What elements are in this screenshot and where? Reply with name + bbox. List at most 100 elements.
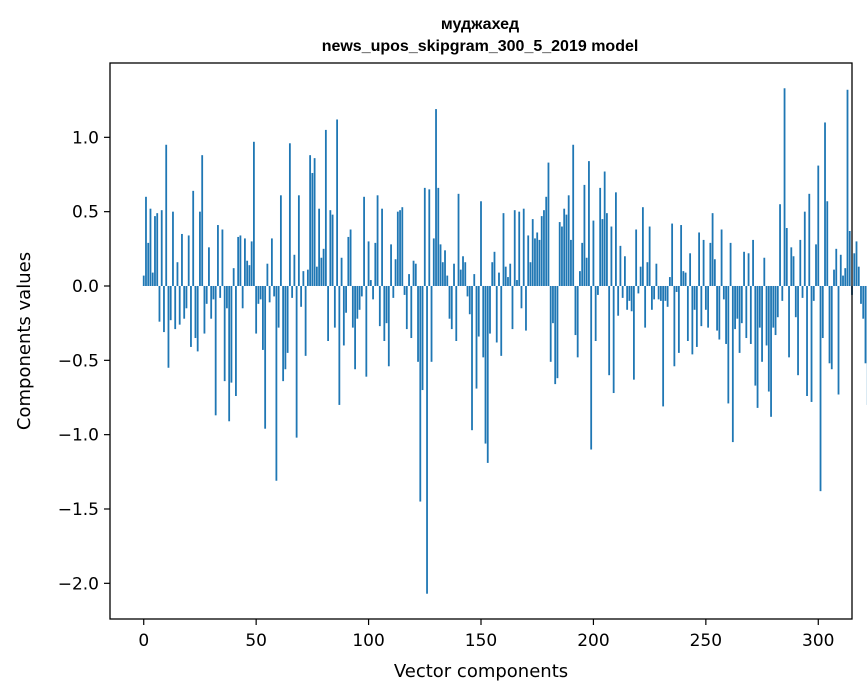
bar-148 bbox=[475, 285, 478, 389]
bar-127 bbox=[428, 189, 431, 286]
bar-121 bbox=[414, 263, 417, 286]
x-tick-label: 0 bbox=[138, 631, 149, 651]
bar-74 bbox=[309, 155, 312, 286]
bar-207 bbox=[608, 285, 611, 376]
bar-250 bbox=[704, 285, 707, 310]
bar-300 bbox=[817, 165, 820, 286]
bar-119 bbox=[410, 285, 413, 339]
bar-8 bbox=[160, 210, 163, 286]
bar-108 bbox=[385, 285, 388, 324]
bar-285 bbox=[783, 88, 786, 286]
bar-226 bbox=[650, 285, 653, 310]
bar-161 bbox=[504, 266, 507, 286]
x-tick-label: 150 bbox=[465, 631, 497, 651]
bar-225 bbox=[648, 226, 651, 286]
bar-84 bbox=[331, 214, 334, 286]
bar-30 bbox=[210, 285, 213, 319]
bar-19 bbox=[185, 285, 188, 309]
bar-62 bbox=[282, 285, 285, 382]
bar-219 bbox=[635, 229, 638, 286]
x-tick-label: 200 bbox=[577, 631, 609, 651]
bar-154 bbox=[489, 285, 491, 334]
bar-113 bbox=[396, 211, 399, 286]
bar-271 bbox=[752, 239, 754, 286]
bar-313 bbox=[846, 89, 849, 286]
bar-217 bbox=[630, 285, 633, 312]
bar-162 bbox=[507, 277, 509, 286]
bar-218 bbox=[633, 285, 635, 380]
bar-247 bbox=[698, 232, 700, 286]
bar-149 bbox=[477, 285, 480, 337]
bar-192 bbox=[574, 285, 577, 336]
bar-11 bbox=[167, 285, 170, 368]
bar-174 bbox=[534, 238, 536, 286]
bar-194 bbox=[579, 271, 581, 286]
bar-301 bbox=[819, 285, 822, 492]
bar-308 bbox=[835, 248, 838, 286]
bar-31 bbox=[212, 285, 215, 300]
bar-319 bbox=[860, 285, 862, 304]
bar-41 bbox=[235, 285, 237, 396]
x-tick-label: 250 bbox=[690, 631, 722, 651]
bar-258 bbox=[722, 285, 725, 300]
bar-222 bbox=[641, 207, 644, 286]
bar-263 bbox=[734, 285, 736, 330]
bar-9 bbox=[163, 285, 165, 333]
bar-45 bbox=[244, 238, 246, 286]
bar-231 bbox=[662, 285, 665, 407]
bar-171 bbox=[527, 235, 530, 286]
bar-32 bbox=[214, 285, 217, 416]
bar-81 bbox=[324, 129, 327, 286]
bar-104 bbox=[376, 195, 379, 286]
bar-122 bbox=[417, 285, 419, 362]
bar-43 bbox=[239, 235, 242, 286]
bar-128 bbox=[430, 285, 433, 362]
bar-179 bbox=[545, 196, 548, 286]
bar-151 bbox=[482, 285, 485, 358]
bar-254 bbox=[713, 259, 716, 286]
bar-71 bbox=[302, 271, 305, 286]
bar-260 bbox=[727, 285, 730, 404]
bar-3 bbox=[149, 208, 152, 286]
bar-22 bbox=[192, 190, 195, 286]
bar-82 bbox=[327, 285, 329, 341]
bar-114 bbox=[399, 210, 401, 286]
bar-65 bbox=[288, 143, 291, 286]
bar-268 bbox=[745, 285, 748, 339]
x-tick-label: 300 bbox=[802, 631, 834, 651]
bar-70 bbox=[300, 285, 303, 307]
bar-281 bbox=[774, 285, 777, 336]
bar-210 bbox=[615, 192, 617, 286]
bar-42 bbox=[237, 236, 240, 286]
bar-34 bbox=[219, 285, 222, 298]
bar-46 bbox=[246, 260, 249, 286]
bar-216 bbox=[628, 285, 631, 301]
bar-228 bbox=[655, 263, 658, 286]
bar-289 bbox=[792, 256, 795, 286]
bar-100 bbox=[367, 241, 370, 286]
bar-36 bbox=[223, 285, 226, 382]
bar-198 bbox=[588, 161, 590, 286]
bar-97 bbox=[360, 285, 363, 297]
bar-275 bbox=[761, 285, 763, 362]
bar-53 bbox=[262, 285, 264, 350]
bar-277 bbox=[765, 285, 768, 346]
bar-146 bbox=[471, 285, 473, 431]
bar-274 bbox=[758, 285, 761, 328]
bar-126 bbox=[426, 285, 428, 594]
bar-79 bbox=[320, 257, 323, 286]
bar-134 bbox=[444, 250, 446, 286]
bar-196 bbox=[583, 184, 586, 286]
x-axis-label: Vector components bbox=[394, 661, 568, 682]
bar-73 bbox=[306, 269, 309, 286]
bar-252 bbox=[709, 242, 712, 286]
bar-102 bbox=[372, 285, 374, 300]
bar-155 bbox=[491, 262, 494, 286]
bar-235 bbox=[671, 223, 674, 286]
bar-50 bbox=[255, 285, 258, 334]
bar-132 bbox=[439, 244, 442, 286]
bar-264 bbox=[736, 285, 739, 319]
bar-160 bbox=[502, 213, 505, 286]
bar-166 bbox=[516, 280, 518, 286]
bar-86 bbox=[336, 119, 338, 286]
